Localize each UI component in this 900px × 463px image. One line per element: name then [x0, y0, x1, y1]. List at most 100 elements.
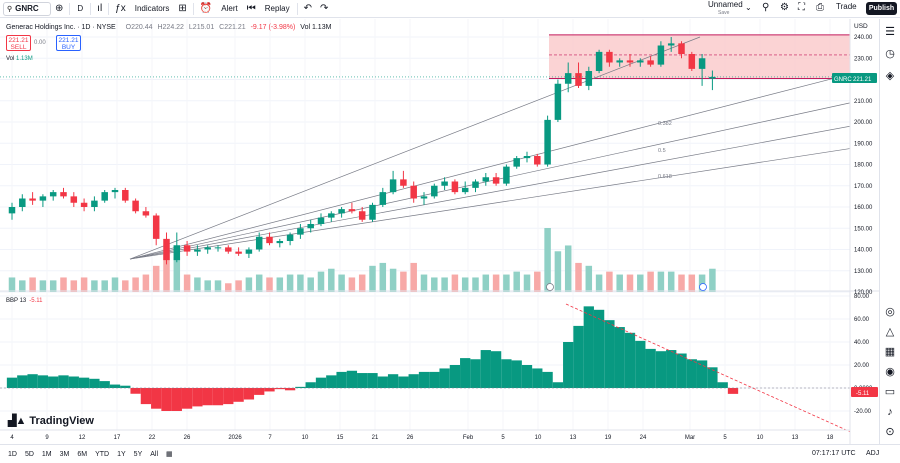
bottom-toolbar: 1D 5D 1M 3M 6M YTD 1Y 5Y All ▦ 07:17:17 … — [0, 444, 900, 463]
settings-gear-icon[interactable]: ⚙ — [780, 2, 789, 13]
candle-body — [8, 207, 16, 214]
candle-body — [163, 238, 170, 261]
candle-body — [111, 190, 119, 193]
bbp-trendline[interactable] — [565, 303, 851, 433]
help-icon[interactable]: ⊙ — [885, 426, 895, 438]
time-tick-label: 17 — [114, 435, 121, 441]
symbol-search[interactable]: ⚲ GNRC — [3, 1, 51, 16]
buy-button[interactable]: 221.21 BUY — [56, 35, 81, 51]
candle-body — [225, 247, 232, 252]
volume-legend[interactable]: Vol 1.13M — [6, 56, 33, 62]
volume-bar — [647, 271, 654, 292]
date-range-calendar-icon[interactable]: ▦ — [166, 451, 173, 458]
fib-speed-fan[interactable] — [129, 36, 851, 260]
separator — [69, 2, 71, 15]
volume-bar — [472, 277, 479, 292]
sell-button[interactable]: 221.21 SELL — [6, 35, 31, 51]
layout-grid-icon[interactable]: ⊞ — [178, 3, 187, 14]
layers-icon[interactable]: ◈ — [885, 70, 895, 82]
candle-body — [80, 202, 88, 207]
price-axis[interactable]: 240.00230.00220.00210.00200.00190.00180.… — [854, 35, 873, 296]
watchlist-icon[interactable]: ☰ — [885, 26, 895, 38]
range-all[interactable]: All — [150, 450, 159, 458]
alert-icon[interactable]: ⏰ — [199, 3, 213, 14]
separator — [90, 2, 92, 15]
range-1m[interactable]: 1M — [41, 450, 52, 458]
range-ytd[interactable]: YTD — [95, 450, 110, 458]
range-3m[interactable]: 3M — [59, 450, 70, 458]
candles-icon[interactable]: ıl — [97, 3, 103, 14]
fan-line — [129, 102, 851, 260]
chart-canvas[interactable]: 240.00230.00220.00210.00200.00190.00180.… — [0, 19, 879, 444]
volume-bar — [8, 277, 16, 292]
broadcast-icon[interactable]: ◉ — [885, 366, 895, 378]
add-compare-icon[interactable]: ⊕ — [55, 3, 64, 14]
volume-bar — [255, 274, 263, 292]
quick-search-icon[interactable]: ⚲ — [762, 2, 770, 13]
candle-body — [132, 200, 139, 212]
candle-body — [369, 204, 376, 220]
grid-lines — [0, 19, 850, 430]
notification-bell-icon[interactable]: ♪ — [887, 406, 893, 418]
chevron-down-icon[interactable]: ⌄ — [745, 3, 752, 12]
volume-bars — [8, 228, 716, 292]
bbp-legend[interactable]: BBP 13 -5.11 — [6, 298, 42, 304]
earnings-marker-icon[interactable] — [546, 283, 554, 291]
range-5y[interactable]: 5Y — [133, 450, 143, 458]
candle-body — [338, 209, 345, 214]
volume-bar — [70, 280, 78, 292]
volume-bar — [111, 277, 119, 292]
bbp-histogram — [6, 306, 739, 411]
chat-icon[interactable]: ▭ — [884, 386, 896, 398]
dividend-marker-icon[interactable] — [699, 283, 707, 291]
fullscreen-icon[interactable]: ⛶ — [798, 2, 805, 13]
range-6m[interactable]: 6M — [77, 450, 88, 458]
bbp-bar — [552, 382, 564, 388]
bbp-bar — [78, 377, 90, 388]
currency-label[interactable]: USD — [854, 23, 868, 30]
replay-icon[interactable]: ⏮ — [246, 3, 256, 14]
time-tick-label: 18 — [827, 435, 834, 441]
interval-button[interactable]: D — [77, 4, 84, 13]
candle-body — [657, 45, 665, 65]
redo-icon[interactable]: ↷ — [320, 3, 329, 14]
volume-bar — [91, 280, 98, 292]
volume-bar — [276, 277, 284, 292]
layout-name[interactable]: Unnamed — [708, 0, 743, 9]
volume-bar — [379, 262, 387, 292]
alert-button[interactable]: Alert — [221, 4, 238, 13]
trade-button[interactable]: Trade — [836, 2, 857, 11]
utc-clock[interactable]: 07:17:17 UTC — [812, 450, 856, 457]
ideas-icon[interactable]: △ — [885, 326, 895, 338]
volume-bar — [575, 262, 582, 292]
time-axis[interactable]: 4 9 12 17 22 26 2026 7 10 15 21 26 Feb 5 10 13 19 24 Mar 5 1… — [10, 435, 834, 441]
sell-price: 221.21 — [8, 37, 29, 44]
camera-icon[interactable]: ⎙ — [816, 2, 824, 13]
bbp-value: -5.11 — [29, 298, 43, 304]
replay-button[interactable]: Replay — [264, 4, 290, 13]
bbp-bar — [583, 306, 594, 388]
alerts-clock-icon[interactable]: ◷ — [885, 48, 895, 60]
time-tick-label: 2026 — [228, 435, 242, 441]
indicators-button[interactable]: Indicators — [134, 4, 170, 13]
bbp-bar — [254, 388, 265, 395]
bbp-last-tag — [851, 387, 878, 397]
bbp-bar — [614, 327, 625, 388]
indicators-icon[interactable]: ƒx — [115, 3, 126, 14]
tradingview-logo-icon: ▟▲ — [8, 415, 26, 427]
publish-button[interactable]: Publish — [866, 2, 897, 15]
range-1y[interactable]: 1Y — [117, 450, 126, 458]
volume-bar — [678, 274, 685, 292]
undo-icon[interactable]: ↶ — [303, 3, 313, 14]
tradingview-logo[interactable]: ▟▲ TradingView — [8, 414, 94, 428]
candle-body — [667, 43, 675, 46]
calendar-icon[interactable]: ▦ — [884, 346, 896, 358]
chart-legend[interactable]: Generac Holdings Inc. · 1D · NYSE O220.4… — [6, 24, 331, 31]
target-icon[interactable]: ◎ — [885, 306, 895, 318]
bbp-bar — [202, 388, 213, 406]
range-5d[interactable]: 5D — [24, 450, 34, 458]
range-1d[interactable]: 1D — [8, 450, 17, 458]
legend-change: -9.17 (-3.98%) — [250, 24, 296, 31]
resistance-zone[interactable] — [549, 34, 850, 79]
adjust-toggle[interactable]: ADJ — [866, 450, 880, 457]
